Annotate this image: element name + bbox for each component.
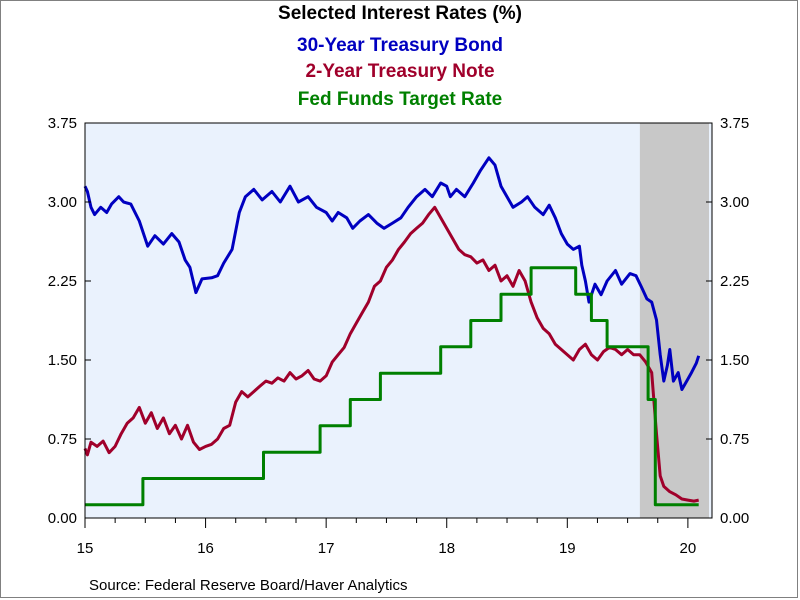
series-line-2-year-treasury-note: [83, 205, 700, 503]
plot-border: [84, 122, 713, 519]
x-tick-label: 15: [77, 540, 94, 557]
x-tick-label: 16: [197, 540, 214, 557]
recession-shade: [639, 123, 709, 518]
x-tick-label: 17: [318, 540, 335, 557]
series-line-30-year-treasury-bond: [83, 156, 701, 391]
x-tick-label: 20: [680, 540, 697, 557]
y-tick-label-right: 3.75: [720, 115, 749, 132]
y-tick-label-left: 0.75: [48, 431, 77, 448]
y-tick-label-left: 0.00: [48, 510, 77, 527]
plot-area: [85, 123, 712, 518]
series-line-fed-funds-target-rate: [85, 266, 699, 507]
legend-entry-fed-funds: Fed Funds Target Rate: [297, 89, 503, 110]
y-tick-label-left: 3.75: [48, 115, 77, 132]
x-tick-label: 18: [438, 540, 455, 557]
y-tick-label-left: 2.25: [48, 273, 77, 290]
x-tick-label: 19: [559, 540, 576, 557]
chart-title: Selected Interest Rates (%): [278, 3, 522, 24]
source-note: Source: Federal Reserve Board/Haver Anal…: [89, 577, 408, 594]
y-tick-label-right: 0.75: [720, 431, 749, 448]
y-tick-label-left: 3.00: [48, 194, 77, 211]
y-tick-label-right: 2.25: [720, 273, 749, 290]
legend-entry-30-year-bond: 30-Year Treasury Bond: [297, 35, 503, 56]
y-tick-label-left: 1.50: [48, 352, 77, 369]
y-tick-label-right: 3.00: [720, 194, 749, 211]
legend-entry-2-year-note: 2-Year Treasury Note: [305, 61, 495, 82]
y-tick-label-right: 0.00: [720, 510, 749, 527]
y-tick-label-right: 1.50: [720, 352, 749, 369]
